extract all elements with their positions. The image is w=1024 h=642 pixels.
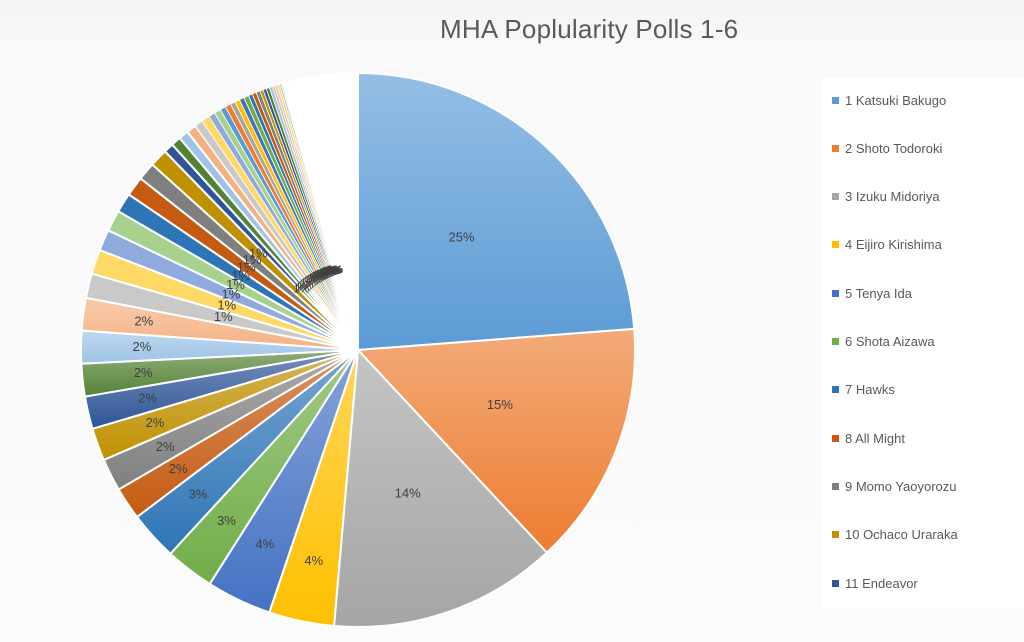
data-label: 1% <box>298 279 314 291</box>
data-label: 1% <box>231 268 250 283</box>
data-label: 2% <box>133 339 152 354</box>
legend-swatch <box>832 193 839 201</box>
legend-label: 8 All Might <box>845 430 905 446</box>
data-label: 0% <box>322 266 338 278</box>
data-label: 4% <box>256 536 275 551</box>
data-label: 0% <box>308 272 324 284</box>
data-label: 2% <box>138 390 157 405</box>
legend-item: 8 All Might <box>832 428 905 448</box>
data-label: 1% <box>243 252 262 267</box>
legend-item: 2 Shoto Todoroki <box>832 138 942 158</box>
data-label: 1% <box>221 286 240 301</box>
data-label: 0% <box>310 271 326 283</box>
legend-swatch <box>832 482 839 490</box>
legend-label: 2 Shoto Todoroki <box>845 140 943 156</box>
data-label: 0% <box>319 267 335 279</box>
data-label: 0% <box>326 264 342 276</box>
data-label: 0% <box>317 268 333 280</box>
data-label: 1% <box>295 281 311 293</box>
legend-swatch <box>832 434 839 442</box>
legend-swatch <box>832 338 839 345</box>
data-label: 2% <box>169 461 188 476</box>
data-label: 0% <box>306 273 322 285</box>
legend-label: 3 Izuku Midoriya <box>845 189 940 205</box>
data-label: 0% <box>327 264 343 276</box>
data-label: 0% <box>325 265 341 277</box>
data-label: 1% <box>300 278 316 290</box>
data-label: 1% <box>217 297 236 312</box>
legend-label: 9 Momo Yaoyorozu <box>845 478 957 494</box>
data-label: 2% <box>134 313 153 328</box>
pie-slice <box>357 71 636 352</box>
chart-title: MHA Poplularity Polls 1-6 <box>440 14 739 44</box>
data-label: 0% <box>314 269 330 281</box>
legend-swatch <box>832 144 839 152</box>
data-label: 0% <box>324 265 340 277</box>
legend-label: 5 Tenya Ida <box>845 285 912 301</box>
legend-item: 9 Momo Yaoyorozu <box>832 476 957 496</box>
data-label: 0% <box>327 264 343 276</box>
pie-chart: 25%15%14%4%4%3%3%2%2%2%2%2%2%2% 1%1%1%1%1… <box>80 71 636 628</box>
data-label: 0% <box>321 266 337 278</box>
data-label: 1% <box>249 245 268 260</box>
data-label: 1% <box>237 260 256 275</box>
data-label: 0% <box>323 265 339 277</box>
data-label: 2% <box>156 439 175 454</box>
data-label: 2% <box>146 415 165 430</box>
data-label: 4% <box>304 553 323 568</box>
legend-swatch <box>832 531 839 539</box>
data-label: 0% <box>315 268 331 280</box>
legend-swatch <box>832 241 839 249</box>
legend-label: 10 Ochaco Uraraka <box>845 527 958 543</box>
data-label: 0% <box>320 266 336 278</box>
data-label: 1% <box>226 277 245 292</box>
legend-item: 11 Endeavor <box>832 573 918 593</box>
legend-item: 1 Katsuki Bakugo <box>832 90 946 110</box>
data-label: 14% <box>395 485 421 500</box>
data-label: 1% <box>214 309 233 324</box>
data-label: 0% <box>304 275 320 287</box>
data-label: 2% <box>134 365 153 380</box>
data-label: 15% <box>487 397 513 412</box>
legend-label: 7 Hawks <box>845 382 895 398</box>
legend-label: 11 Endeavor <box>845 575 918 591</box>
legend-swatch <box>832 96 839 104</box>
data-label: 3% <box>189 487 208 502</box>
legend-label: 4 Eijiro Kirishima <box>845 237 942 253</box>
legend-swatch <box>832 579 839 587</box>
legend-item: 3 Izuku Midoriya <box>832 187 940 207</box>
legend-item: 10 Ochaco Uraraka <box>832 525 958 545</box>
data-label: 0% <box>318 267 334 279</box>
legend-item: 5 Tenya Ida <box>832 283 912 303</box>
legend-item: 6 Shota Aizawa <box>832 332 935 352</box>
data-label: 0% <box>312 270 328 282</box>
legend: 1 Katsuki Bakugo 2 Shoto Todoroki 3 Izuku … <box>822 78 1024 608</box>
data-label: 0% <box>325 265 341 277</box>
data-label: 25% <box>449 230 475 245</box>
data-label: 0% <box>311 271 327 283</box>
data-label: 0% <box>302 276 318 288</box>
legend-label: 1 Katsuki Bakugo <box>845 92 947 108</box>
legend-item: 4 Eijiro Kirishima <box>832 235 942 255</box>
legend-label: 6 Shota Aizawa <box>845 334 935 349</box>
legend-swatch <box>832 289 839 297</box>
legend-item: 7 Hawks <box>832 380 895 400</box>
data-label: 1% <box>293 283 309 295</box>
data-label: 3% <box>217 513 236 528</box>
legend-swatch <box>832 386 839 394</box>
